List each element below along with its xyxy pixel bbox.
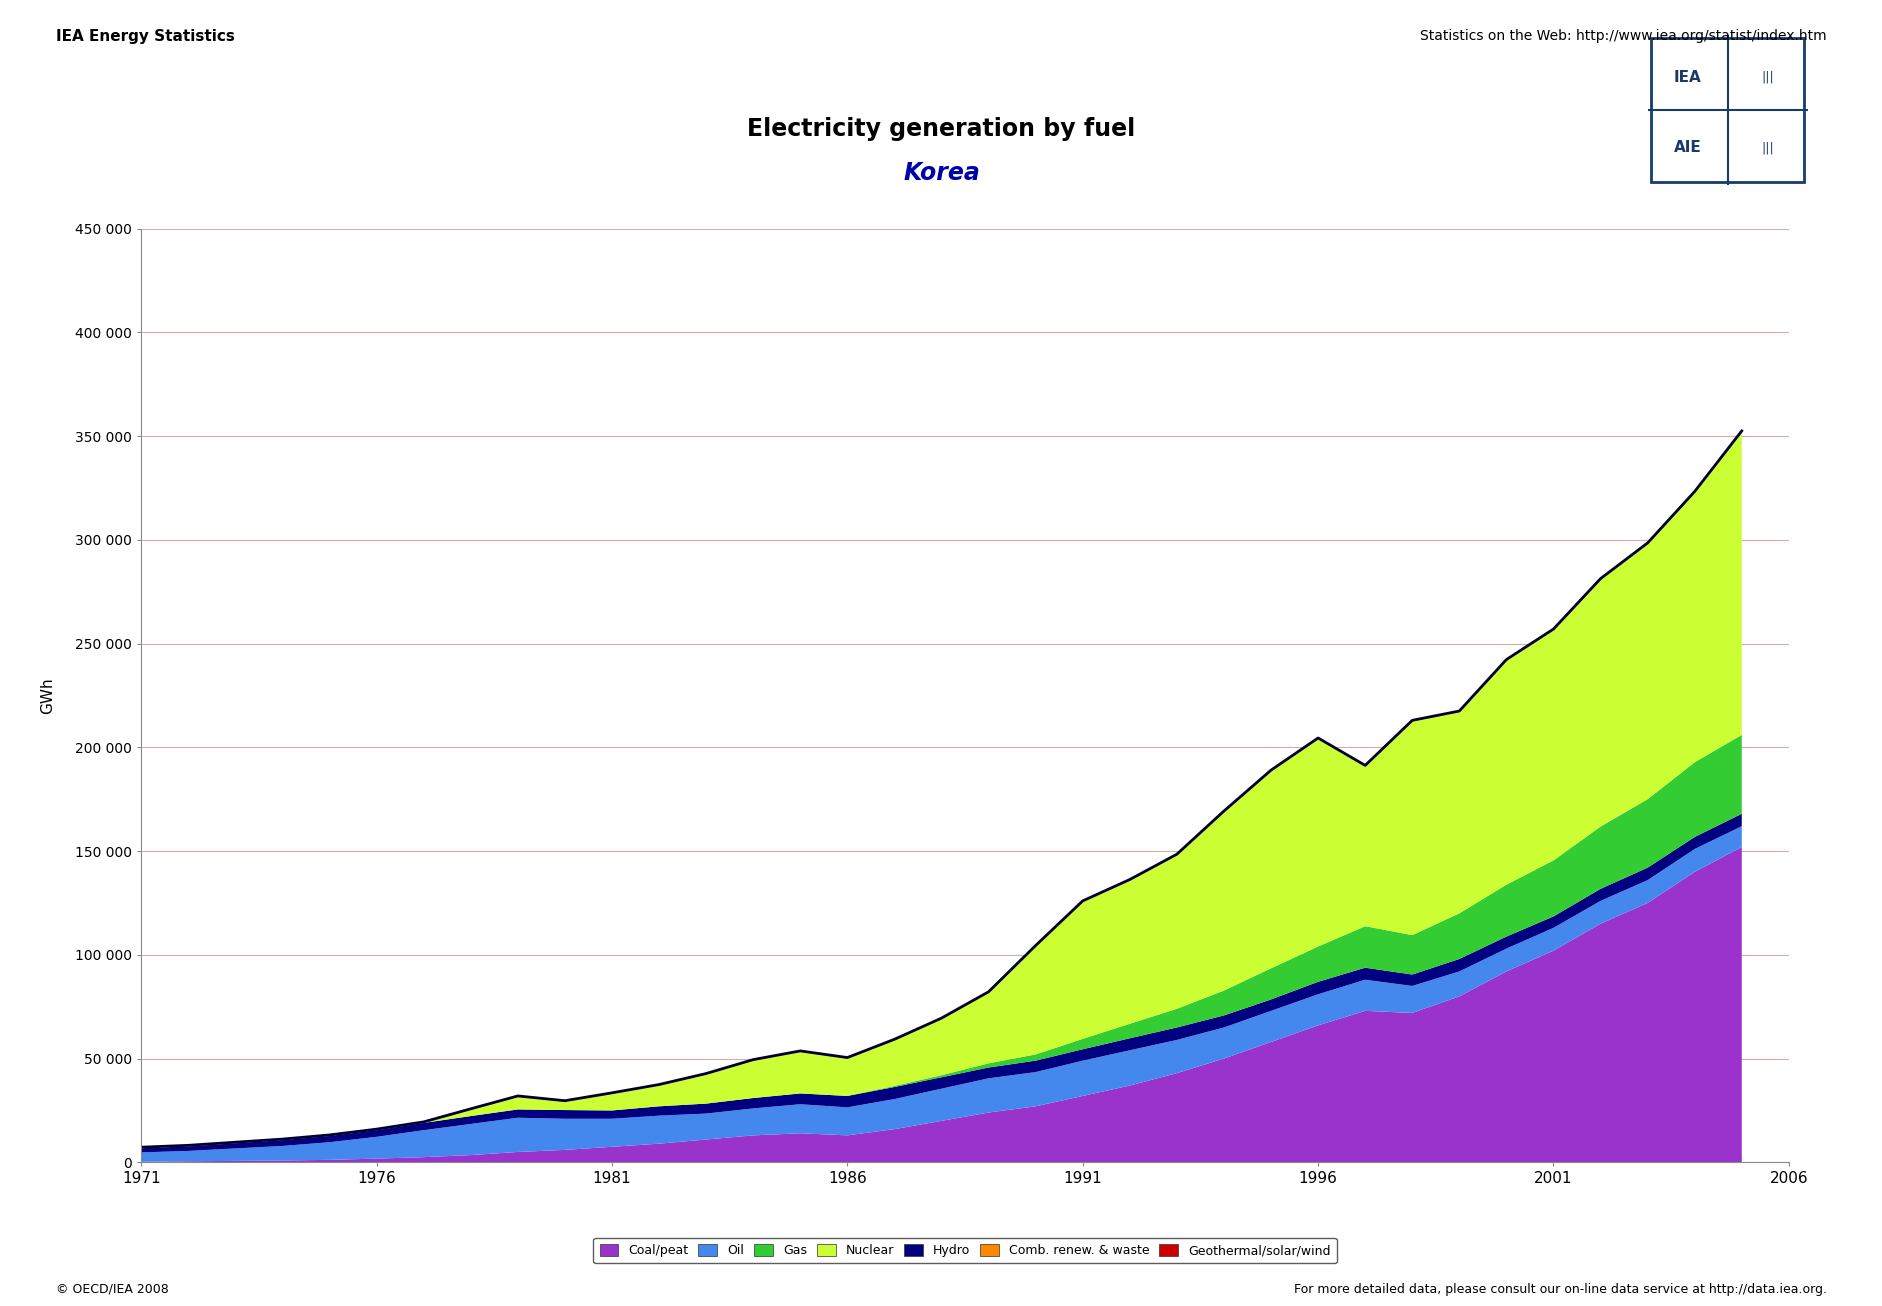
Legend: Coal/peat, Oil, Gas, Nuclear, Hydro, Comb. renew. & waste, Geothermal/solar/wind: Coal/peat, Oil, Gas, Nuclear, Hydro, Com… xyxy=(593,1238,1336,1263)
Text: AIE: AIE xyxy=(1673,141,1701,155)
Text: IEA: IEA xyxy=(1673,69,1701,85)
Text: Electricity generation by fuel: Electricity generation by fuel xyxy=(747,118,1135,141)
Text: IEA Energy Statistics: IEA Energy Statistics xyxy=(56,29,235,43)
Text: Statistics on the Web: http://www.iea.org/statist/index.htm: Statistics on the Web: http://www.iea.or… xyxy=(1419,29,1826,43)
Text: |||: ||| xyxy=(1760,71,1773,84)
Y-axis label: GWh: GWh xyxy=(41,677,55,714)
Text: Korea: Korea xyxy=(903,162,979,185)
Text: |||: ||| xyxy=(1760,141,1773,154)
Text: For more detailed data, please consult our on-line data service at http://data.i: For more detailed data, please consult o… xyxy=(1293,1282,1826,1296)
Text: © OECD/IEA 2008: © OECD/IEA 2008 xyxy=(56,1282,169,1296)
